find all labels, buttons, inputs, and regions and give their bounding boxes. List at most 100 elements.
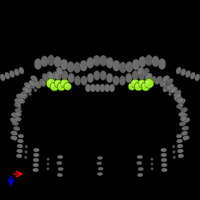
Ellipse shape (98, 167, 103, 170)
Ellipse shape (146, 73, 152, 81)
Ellipse shape (182, 127, 185, 130)
Ellipse shape (11, 136, 17, 140)
Ellipse shape (177, 149, 183, 153)
Ellipse shape (18, 134, 24, 138)
Ellipse shape (20, 99, 24, 101)
Ellipse shape (15, 117, 21, 121)
Ellipse shape (12, 121, 19, 126)
Ellipse shape (160, 79, 166, 87)
Circle shape (55, 81, 58, 84)
Ellipse shape (168, 85, 175, 93)
Ellipse shape (190, 72, 195, 79)
Circle shape (139, 81, 142, 84)
Ellipse shape (183, 136, 189, 140)
Ellipse shape (181, 107, 188, 113)
Circle shape (132, 81, 135, 84)
Ellipse shape (25, 151, 27, 153)
Ellipse shape (151, 163, 153, 165)
Ellipse shape (163, 75, 169, 82)
Ellipse shape (139, 56, 146, 67)
Ellipse shape (119, 62, 127, 73)
Ellipse shape (33, 148, 39, 152)
Ellipse shape (81, 76, 87, 85)
Ellipse shape (113, 60, 120, 71)
Ellipse shape (15, 108, 22, 113)
Ellipse shape (168, 92, 172, 96)
Ellipse shape (14, 103, 21, 108)
Ellipse shape (138, 71, 145, 80)
Ellipse shape (173, 156, 176, 159)
Ellipse shape (53, 71, 59, 79)
Ellipse shape (17, 149, 23, 153)
Ellipse shape (57, 173, 63, 177)
Circle shape (62, 81, 65, 84)
Ellipse shape (16, 94, 23, 100)
Ellipse shape (15, 112, 21, 116)
Ellipse shape (47, 163, 49, 165)
Ellipse shape (163, 84, 170, 92)
Ellipse shape (9, 71, 15, 77)
Ellipse shape (181, 69, 186, 76)
Ellipse shape (31, 75, 37, 82)
Ellipse shape (156, 76, 162, 84)
Ellipse shape (163, 89, 166, 92)
Ellipse shape (176, 99, 180, 101)
Ellipse shape (23, 93, 27, 96)
Ellipse shape (106, 73, 113, 83)
Ellipse shape (42, 81, 45, 85)
Ellipse shape (23, 96, 26, 99)
Ellipse shape (142, 68, 149, 76)
Ellipse shape (179, 98, 185, 105)
Circle shape (59, 84, 62, 87)
Ellipse shape (15, 98, 21, 105)
Ellipse shape (54, 56, 61, 67)
Circle shape (65, 84, 68, 87)
Ellipse shape (39, 79, 46, 87)
Circle shape (130, 84, 132, 87)
Ellipse shape (73, 62, 81, 73)
Ellipse shape (175, 95, 182, 101)
Ellipse shape (56, 67, 63, 75)
Ellipse shape (25, 85, 32, 93)
Ellipse shape (173, 93, 177, 96)
Ellipse shape (16, 154, 22, 158)
Circle shape (60, 79, 69, 88)
Ellipse shape (174, 90, 181, 96)
Ellipse shape (180, 113, 184, 115)
Ellipse shape (113, 76, 119, 85)
Ellipse shape (99, 55, 107, 66)
Ellipse shape (15, 133, 17, 135)
Ellipse shape (152, 56, 159, 67)
Ellipse shape (24, 82, 31, 88)
Ellipse shape (85, 84, 91, 92)
Ellipse shape (94, 71, 100, 80)
Ellipse shape (62, 71, 68, 80)
Ellipse shape (74, 76, 81, 85)
Ellipse shape (174, 93, 181, 98)
Ellipse shape (185, 71, 191, 77)
Ellipse shape (176, 134, 182, 138)
Ellipse shape (180, 117, 187, 121)
Ellipse shape (182, 118, 185, 121)
Ellipse shape (68, 73, 74, 83)
Ellipse shape (17, 104, 21, 107)
Ellipse shape (137, 173, 143, 177)
Ellipse shape (29, 80, 36, 86)
Ellipse shape (161, 153, 167, 157)
Circle shape (134, 82, 143, 91)
Ellipse shape (67, 62, 74, 73)
Ellipse shape (58, 167, 63, 171)
Circle shape (136, 84, 139, 87)
Ellipse shape (179, 112, 185, 116)
Ellipse shape (138, 167, 144, 171)
Ellipse shape (137, 155, 143, 159)
Ellipse shape (24, 156, 27, 159)
Ellipse shape (179, 122, 186, 126)
Ellipse shape (167, 84, 174, 90)
Ellipse shape (195, 74, 200, 81)
Ellipse shape (132, 59, 140, 70)
Ellipse shape (18, 107, 21, 110)
Ellipse shape (33, 158, 39, 162)
Ellipse shape (161, 148, 167, 152)
Circle shape (141, 82, 150, 91)
